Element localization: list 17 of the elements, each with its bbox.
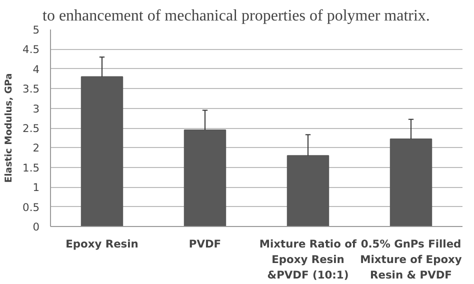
y-tick-label: 0.5 [22,200,40,214]
x-tick-label: PVDF [188,238,222,250]
x-tick-label: 0.5% GnPs Filled Mixture of Epoxy Resin & PVDF [360,238,462,282]
y-tick-label: 1.5 [22,161,40,174]
y-tick-label: 2.5 [22,122,40,135]
y-tick-label: 4 [32,62,40,76]
y-tick-label: 2 [32,142,40,155]
y-tick-label: 4.5 [22,43,40,56]
y-tick-label: 0 [32,220,40,234]
y-tick-label: 3.5 [22,82,40,96]
y-axis-title: Elastic Modulus, GPa [4,73,15,183]
x-tick-label: Mixture Ratio of Epoxy Resin &PVDF (10:1) [259,238,357,282]
y-tick-label: 5 [32,24,40,36]
text: to enhancement of mechanical properties of polymer matrix. [42,8,430,24]
y-tick-label: 3 [32,102,40,116]
y-tick-label: 1 [32,181,40,194]
x-tick-label: Epoxy Resin [66,238,138,250]
